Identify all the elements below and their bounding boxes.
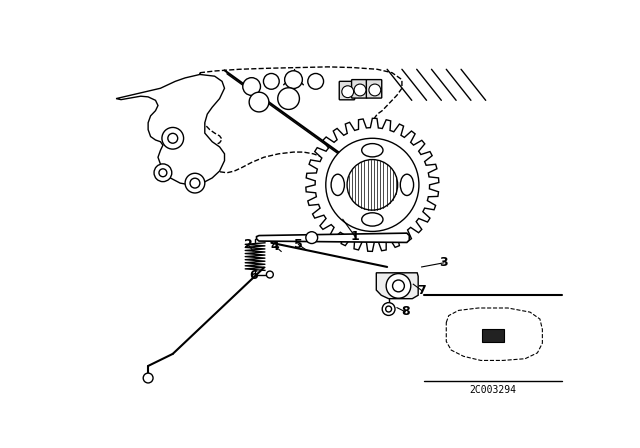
Text: 3: 3 — [440, 256, 448, 269]
Circle shape — [243, 78, 260, 95]
Bar — [483, 329, 504, 342]
Circle shape — [285, 71, 302, 89]
Circle shape — [354, 84, 366, 96]
Circle shape — [326, 138, 419, 232]
Circle shape — [185, 173, 205, 193]
Circle shape — [143, 373, 153, 383]
Circle shape — [382, 303, 395, 315]
Text: 8: 8 — [401, 305, 410, 318]
FancyBboxPatch shape — [339, 82, 355, 100]
Circle shape — [306, 232, 317, 244]
Polygon shape — [199, 67, 402, 173]
Text: 1: 1 — [351, 230, 360, 243]
Circle shape — [386, 274, 411, 298]
FancyBboxPatch shape — [351, 80, 367, 98]
Circle shape — [342, 86, 354, 98]
Polygon shape — [306, 118, 439, 251]
Ellipse shape — [331, 174, 344, 195]
Circle shape — [264, 73, 279, 89]
Circle shape — [190, 178, 200, 188]
Circle shape — [154, 164, 172, 181]
Circle shape — [386, 306, 392, 312]
Circle shape — [308, 73, 324, 89]
Ellipse shape — [400, 174, 413, 195]
Circle shape — [249, 92, 269, 112]
Text: 5: 5 — [294, 238, 303, 251]
Polygon shape — [446, 308, 542, 361]
Circle shape — [278, 88, 300, 109]
Circle shape — [159, 169, 167, 177]
Polygon shape — [257, 233, 410, 242]
Circle shape — [392, 280, 404, 292]
Text: 2: 2 — [244, 238, 253, 251]
Circle shape — [168, 134, 178, 143]
Circle shape — [266, 271, 273, 278]
Circle shape — [347, 159, 397, 210]
Text: 4: 4 — [271, 240, 280, 253]
Polygon shape — [116, 74, 225, 185]
Ellipse shape — [362, 144, 383, 157]
Circle shape — [162, 127, 184, 149]
FancyBboxPatch shape — [366, 80, 381, 98]
Text: 6: 6 — [249, 269, 257, 282]
Circle shape — [369, 84, 381, 96]
Polygon shape — [376, 273, 418, 299]
Text: 7: 7 — [417, 284, 426, 297]
Text: 2C003294: 2C003294 — [470, 385, 516, 395]
Ellipse shape — [362, 213, 383, 226]
